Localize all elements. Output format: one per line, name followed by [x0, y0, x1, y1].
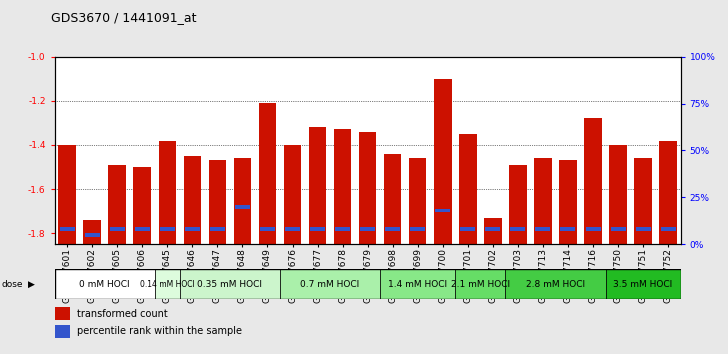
Bar — [108, 165, 126, 244]
Text: 0 mM HOCl: 0 mM HOCl — [79, 280, 130, 289]
Bar — [611, 227, 625, 231]
Bar — [285, 227, 300, 231]
Bar — [84, 233, 100, 237]
Bar — [309, 127, 326, 244]
Bar — [210, 227, 225, 231]
Bar — [185, 227, 200, 231]
Bar — [55, 307, 71, 320]
Bar — [135, 227, 150, 231]
Bar — [585, 227, 601, 231]
Text: 0.14 mM HOCl: 0.14 mM HOCl — [140, 280, 194, 289]
Bar — [55, 269, 155, 299]
Bar — [559, 160, 577, 244]
Text: 2.1 mM HOCl: 2.1 mM HOCl — [451, 280, 510, 289]
Bar — [535, 227, 550, 231]
Text: dose: dose — [1, 280, 23, 289]
Bar — [284, 145, 301, 244]
Bar — [159, 227, 175, 231]
Bar — [634, 158, 652, 244]
Bar — [534, 158, 552, 244]
Bar — [335, 227, 350, 231]
Bar — [660, 227, 676, 231]
Bar — [360, 227, 375, 231]
Bar — [385, 227, 400, 231]
Bar — [60, 227, 75, 231]
Bar — [155, 269, 180, 299]
Bar — [359, 132, 376, 244]
Text: 0.7 mM HOCl: 0.7 mM HOCl — [301, 280, 360, 289]
Bar — [459, 134, 477, 244]
Bar — [434, 79, 451, 244]
Text: ▶: ▶ — [28, 280, 34, 289]
Bar — [84, 220, 101, 244]
Bar — [55, 325, 71, 338]
Text: 0.35 mM HOCl: 0.35 mM HOCl — [197, 280, 262, 289]
Bar — [110, 227, 124, 231]
Bar — [410, 227, 425, 231]
Bar — [606, 269, 681, 299]
Text: GDS3670 / 1441091_at: GDS3670 / 1441091_at — [51, 11, 197, 24]
Bar — [409, 158, 427, 244]
Bar — [510, 227, 526, 231]
Bar — [486, 227, 500, 231]
Bar — [310, 227, 325, 231]
Bar — [609, 145, 627, 244]
Bar — [505, 269, 606, 299]
Text: transformed count: transformed count — [76, 309, 167, 319]
Bar — [234, 158, 251, 244]
Bar — [258, 103, 276, 244]
Bar — [183, 156, 201, 244]
Text: 3.5 mM HOCl: 3.5 mM HOCl — [614, 280, 673, 289]
Bar — [460, 227, 475, 231]
Bar — [484, 218, 502, 244]
Bar — [209, 160, 226, 244]
Bar — [58, 145, 76, 244]
Bar — [260, 227, 275, 231]
Bar — [380, 269, 455, 299]
Bar — [280, 269, 380, 299]
Text: 2.8 mM HOCl: 2.8 mM HOCl — [526, 280, 585, 289]
Bar — [334, 130, 352, 244]
Text: 1.4 mM HOCl: 1.4 mM HOCl — [388, 280, 447, 289]
Bar — [384, 154, 401, 244]
Bar — [180, 269, 280, 299]
Bar — [561, 227, 576, 231]
Bar — [133, 167, 151, 244]
Text: percentile rank within the sample: percentile rank within the sample — [76, 326, 242, 336]
Bar — [435, 209, 451, 212]
Bar — [636, 227, 651, 231]
Bar — [455, 269, 505, 299]
Bar — [660, 141, 677, 244]
Bar — [235, 205, 250, 209]
Bar — [585, 119, 602, 244]
Bar — [159, 141, 176, 244]
Bar — [509, 165, 526, 244]
